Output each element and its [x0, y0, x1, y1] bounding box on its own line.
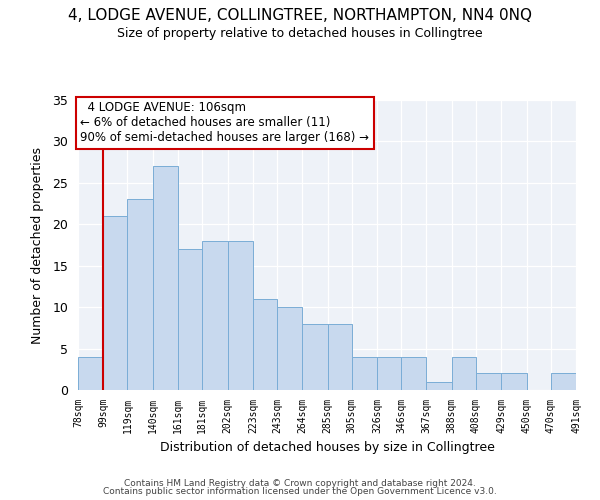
Text: Contains public sector information licensed under the Open Government Licence v3: Contains public sector information licen…	[103, 487, 497, 496]
Bar	[153, 166, 178, 390]
Bar	[501, 374, 527, 390]
Bar	[551, 374, 576, 390]
Bar	[277, 307, 302, 390]
Bar	[476, 374, 501, 390]
Text: Size of property relative to detached houses in Collingtree: Size of property relative to detached ho…	[117, 28, 483, 40]
Bar	[401, 357, 427, 390]
Bar	[78, 357, 103, 390]
Bar	[352, 357, 377, 390]
Bar	[178, 249, 202, 390]
Text: 4, LODGE AVENUE, COLLINGTREE, NORTHAMPTON, NN4 0NQ: 4, LODGE AVENUE, COLLINGTREE, NORTHAMPTO…	[68, 8, 532, 22]
Text: Contains HM Land Registry data © Crown copyright and database right 2024.: Contains HM Land Registry data © Crown c…	[124, 478, 476, 488]
Bar	[328, 324, 352, 390]
Bar	[127, 200, 153, 390]
Bar	[103, 216, 127, 390]
Bar	[377, 357, 401, 390]
Bar	[302, 324, 328, 390]
Bar	[202, 241, 227, 390]
Bar	[227, 241, 253, 390]
Bar	[253, 299, 277, 390]
Text: 4 LODGE AVENUE: 106sqm  
← 6% of detached houses are smaller (11)
90% of semi-de: 4 LODGE AVENUE: 106sqm ← 6% of detached …	[80, 102, 370, 144]
Bar	[452, 357, 476, 390]
Y-axis label: Number of detached properties: Number of detached properties	[31, 146, 44, 344]
X-axis label: Distribution of detached houses by size in Collingtree: Distribution of detached houses by size …	[160, 441, 494, 454]
Bar	[427, 382, 452, 390]
